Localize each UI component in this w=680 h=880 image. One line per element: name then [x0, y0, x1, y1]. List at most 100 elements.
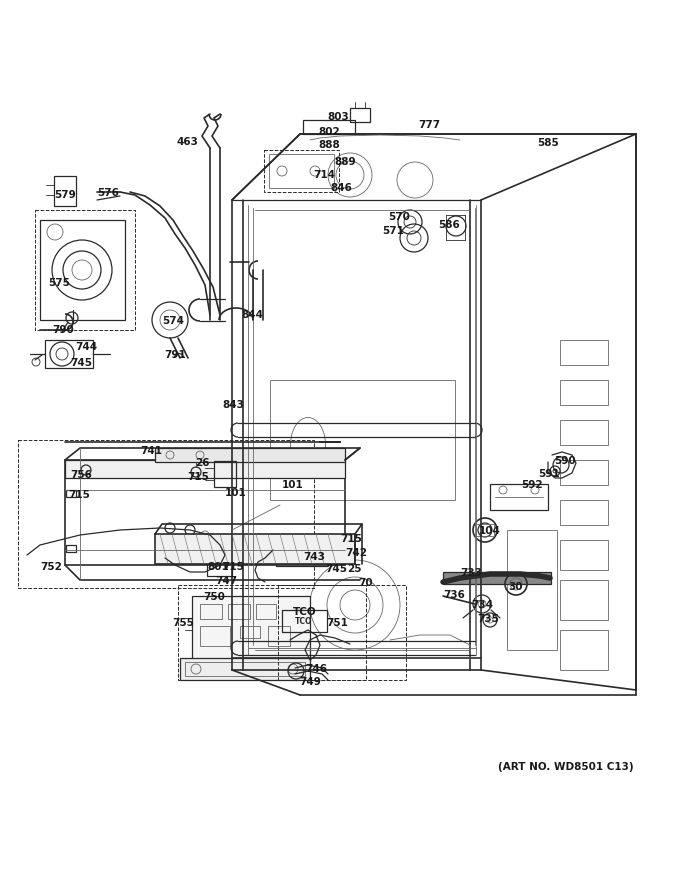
Bar [200, 626, 230, 646]
Bar [155, 448, 345, 462]
Text: 735: 735 [477, 614, 499, 624]
Text: 802: 802 [318, 127, 340, 137]
Bar [200, 604, 222, 619]
Text: 579: 579 [54, 190, 75, 200]
Text: 733: 733 [460, 568, 482, 578]
Text: 591: 591 [538, 469, 560, 479]
Bar [282, 541, 300, 559]
Text: 889: 889 [334, 157, 356, 167]
Bar [303, 120, 355, 134]
Text: (ART NO. WD8501 C13): (ART NO. WD8501 C13) [498, 762, 634, 772]
Text: 101: 101 [282, 480, 304, 490]
Text: 570: 570 [388, 212, 410, 222]
Bar [155, 534, 355, 564]
Bar [45, 340, 93, 368]
Text: 734: 734 [471, 600, 493, 610]
Text: 744: 744 [75, 342, 97, 352]
Bar [276, 536, 328, 566]
Bar [214, 461, 236, 487]
Bar [476, 524, 494, 536]
Bar [40, 220, 125, 320]
Text: 30: 30 [508, 582, 522, 592]
Bar [54, 176, 76, 206]
Text: 741: 741 [140, 446, 162, 456]
Text: 846: 846 [330, 183, 352, 193]
Text: 742: 742 [345, 548, 367, 558]
Text: 25: 25 [347, 564, 362, 574]
Text: 801: 801 [207, 562, 228, 572]
Bar [180, 658, 310, 680]
Text: 101: 101 [225, 488, 247, 498]
Bar [270, 380, 455, 500]
Text: 750: 750 [203, 592, 225, 602]
Bar [560, 540, 608, 570]
Text: 749: 749 [299, 677, 321, 687]
Bar [560, 580, 608, 620]
Bar [560, 460, 608, 485]
Text: 585: 585 [537, 138, 559, 148]
Text: 888: 888 [318, 140, 340, 150]
Text: 70: 70 [358, 578, 373, 588]
Text: 715: 715 [68, 490, 90, 500]
Text: 803: 803 [327, 112, 349, 122]
Bar [228, 604, 250, 619]
Text: 755: 755 [172, 618, 194, 628]
Text: 104: 104 [479, 526, 501, 536]
Text: 714: 714 [313, 170, 335, 180]
Text: 715: 715 [340, 534, 362, 544]
Text: 844: 844 [241, 310, 263, 320]
Bar [443, 572, 551, 584]
Bar [507, 530, 557, 650]
Text: 752: 752 [40, 562, 62, 572]
Bar [66, 490, 76, 497]
Text: 746: 746 [305, 664, 327, 674]
Text: 745: 745 [70, 358, 92, 368]
Text: 751: 751 [326, 618, 348, 628]
Text: 743: 743 [303, 552, 325, 562]
Text: TCO: TCO [295, 617, 313, 626]
Bar [560, 340, 608, 365]
Bar [66, 545, 76, 552]
Bar [18, 440, 314, 588]
Bar [560, 630, 608, 670]
Text: 463: 463 [176, 137, 198, 147]
Text: 745: 745 [325, 564, 347, 574]
Bar [268, 626, 290, 646]
Bar [490, 484, 548, 510]
Text: 790: 790 [52, 325, 73, 335]
Text: 586: 586 [438, 220, 460, 230]
Text: 571: 571 [382, 226, 404, 236]
Bar [304, 541, 322, 559]
Bar [560, 420, 608, 445]
Text: 576: 576 [97, 188, 119, 198]
Text: 843: 843 [222, 400, 244, 410]
Bar [282, 610, 327, 632]
Bar [278, 585, 406, 680]
Bar [65, 460, 345, 565]
Bar [269, 154, 334, 188]
Text: 575: 575 [48, 278, 70, 288]
Bar [65, 460, 345, 478]
Bar [35, 210, 135, 330]
Bar [192, 596, 310, 661]
Text: 747: 747 [215, 576, 237, 586]
Text: 715: 715 [222, 562, 244, 572]
Text: 574: 574 [162, 316, 184, 326]
Bar [264, 150, 339, 192]
Text: 736: 736 [443, 590, 465, 600]
Text: 715: 715 [187, 472, 209, 482]
Bar [560, 380, 608, 405]
Text: 791: 791 [164, 350, 186, 360]
Text: TCO: TCO [293, 607, 317, 617]
Text: 592: 592 [521, 480, 543, 490]
Text: 590: 590 [554, 456, 576, 466]
Bar [350, 108, 370, 122]
Text: 756: 756 [70, 470, 92, 480]
Text: 26: 26 [195, 458, 209, 468]
Bar [256, 604, 276, 619]
Bar [240, 626, 260, 638]
Bar [207, 558, 232, 576]
Bar [178, 585, 366, 680]
Text: 777: 777 [418, 120, 440, 130]
Bar [185, 662, 305, 676]
